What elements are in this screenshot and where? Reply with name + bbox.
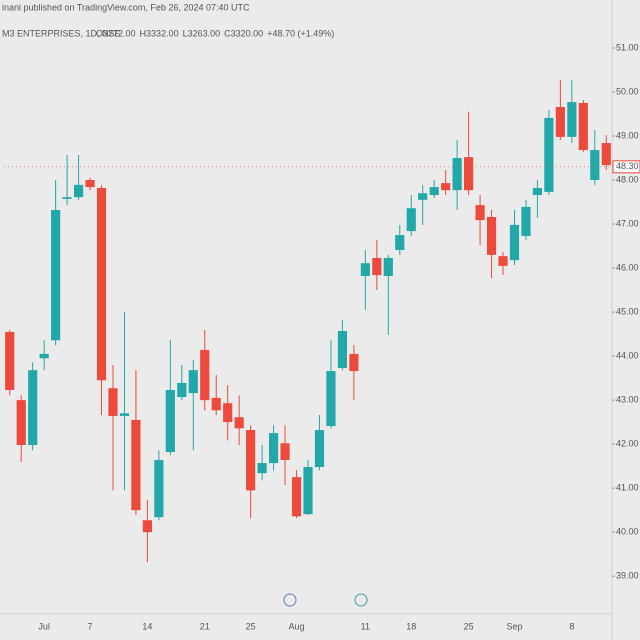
x-tick-label: Jul: [38, 621, 50, 631]
candle-body: [509, 224, 520, 261]
y-tick-label: 51.00: [616, 42, 639, 52]
candle-body: [544, 117, 554, 192]
candle-body: [303, 467, 313, 515]
y-tick-label: 46.00: [616, 262, 639, 272]
candle-body: [16, 400, 26, 446]
x-tick-label: 18: [406, 621, 416, 631]
candle-body: [5, 331, 15, 390]
candle-body: [475, 205, 485, 221]
candle-body: [234, 417, 244, 429]
icons: [283, 593, 368, 607]
candle-body: [395, 235, 405, 251]
candle-body: [246, 430, 256, 491]
last-price-box: [612, 160, 640, 174]
candle-body: [291, 477, 302, 517]
ohlc-label: L3263.00: [183, 28, 221, 38]
symbol-label: M3 ENTERPRISES, 1D, NSE: [2, 28, 121, 38]
x-tick-label: 11: [361, 621, 370, 631]
candle-body: [142, 520, 152, 533]
candle-body: [257, 463, 267, 474]
candle-body: [177, 382, 187, 398]
candle-body: [62, 197, 72, 199]
candle-body: [555, 106, 565, 137]
candle-body: [337, 331, 348, 368]
candle-body: [601, 143, 611, 166]
candle-body: [165, 389, 175, 453]
candle-body: [590, 150, 600, 181]
candle-body: [96, 187, 107, 381]
candle-body: [119, 413, 130, 416]
x-tick-label: 25: [464, 621, 474, 631]
x-tick-label: 14: [142, 621, 152, 631]
x-tick-label: Sep: [506, 621, 522, 631]
candle-body: [73, 184, 84, 198]
candle-body: [280, 443, 290, 460]
candle-body: [108, 388, 118, 416]
y-tick-label: 45.00: [616, 306, 639, 316]
candle-body: [406, 208, 416, 232]
candle-body: [567, 102, 577, 137]
x-tick-label: Aug: [289, 621, 305, 631]
candle-body: [223, 403, 233, 423]
y-tick-label: 39.00: [616, 571, 639, 581]
candle-body: [326, 371, 336, 427]
candle-body: [464, 157, 474, 191]
candle-body: [452, 158, 462, 191]
ohlc-label: H3332.00: [140, 28, 179, 38]
x-tick-label: 7: [88, 621, 93, 631]
ohlc-label: O3272.00: [96, 28, 136, 38]
candle-body: [521, 206, 531, 236]
candle-body: [418, 193, 428, 200]
y-tick-label: 50.00: [616, 86, 639, 96]
y-tick-label: 42.00: [616, 439, 639, 449]
last-price-label: 48.30: [616, 161, 639, 171]
chart-title: inani published on TradingView.com, Feb …: [2, 2, 250, 12]
x-tick-label: 25: [246, 621, 256, 631]
y-tick-label: 40.00: [616, 527, 639, 537]
y-tick-label: 47.00: [616, 218, 639, 228]
candle-body: [131, 419, 141, 511]
candle-body: [211, 397, 221, 411]
candle-body: [372, 257, 382, 276]
candle-body: [314, 430, 325, 468]
candle-body: [383, 257, 393, 276]
candle-body: [349, 353, 359, 372]
candle-body: [188, 370, 198, 394]
candle-body: [154, 459, 164, 518]
candle-body: [441, 183, 451, 191]
x-tick-label: 8: [569, 621, 574, 631]
candle-body: [28, 370, 38, 446]
x-tick-label: 21: [200, 621, 210, 631]
y-tick-label: 44.00: [616, 350, 639, 360]
candle-body: [39, 353, 49, 359]
earnings-icon: [354, 593, 368, 607]
candle-body: [578, 102, 588, 151]
candle-body: [268, 433, 279, 464]
y-tick-label: 43.00: [616, 394, 639, 404]
dividend-icon: [283, 593, 297, 607]
candle-body: [498, 256, 508, 266]
candle-body: [429, 187, 439, 195]
candle-body: [532, 187, 543, 195]
candle-body: [200, 349, 210, 401]
y-tick-label: 49.00: [616, 130, 639, 140]
y-tick-label: 41.00: [616, 483, 639, 493]
candle-body: [51, 209, 61, 341]
y-tick-label: 48.00: [616, 174, 639, 184]
ohlc-label: C3320.00: [224, 28, 263, 38]
candle-body: [486, 217, 497, 255]
ohlc-label: +48.70 (+1.49%): [267, 28, 334, 38]
candle-body: [85, 180, 95, 188]
candle-body: [360, 263, 370, 276]
